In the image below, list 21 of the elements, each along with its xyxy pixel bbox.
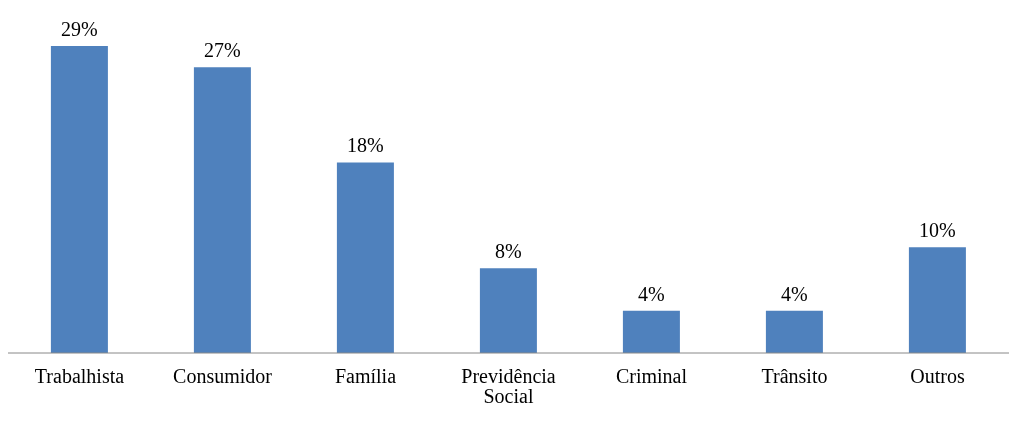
bar [765, 310, 823, 353]
bar [336, 162, 394, 353]
x-tick-label: Previdência Social [461, 365, 556, 408]
bar [908, 247, 966, 353]
data-label: 8% [495, 240, 522, 263]
bar [193, 67, 251, 353]
data-label: 10% [919, 219, 956, 242]
bar [479, 268, 537, 353]
bar [50, 46, 108, 353]
x-tick-label: Criminal [615, 365, 688, 388]
x-tick-label: Outros [910, 365, 965, 388]
x-tick-label: Trânsito [761, 365, 828, 388]
x-tick-label: Trabalhista [34, 365, 125, 388]
x-tick-label: Consumidor [173, 365, 273, 388]
data-label: 27% [204, 39, 241, 62]
data-label: 29% [61, 18, 98, 40]
bar [622, 310, 680, 353]
x-tick-label: Família [334, 365, 397, 388]
data-label: 4% [638, 282, 665, 305]
data-label: 18% [347, 134, 384, 157]
data-label: 4% [781, 282, 808, 305]
